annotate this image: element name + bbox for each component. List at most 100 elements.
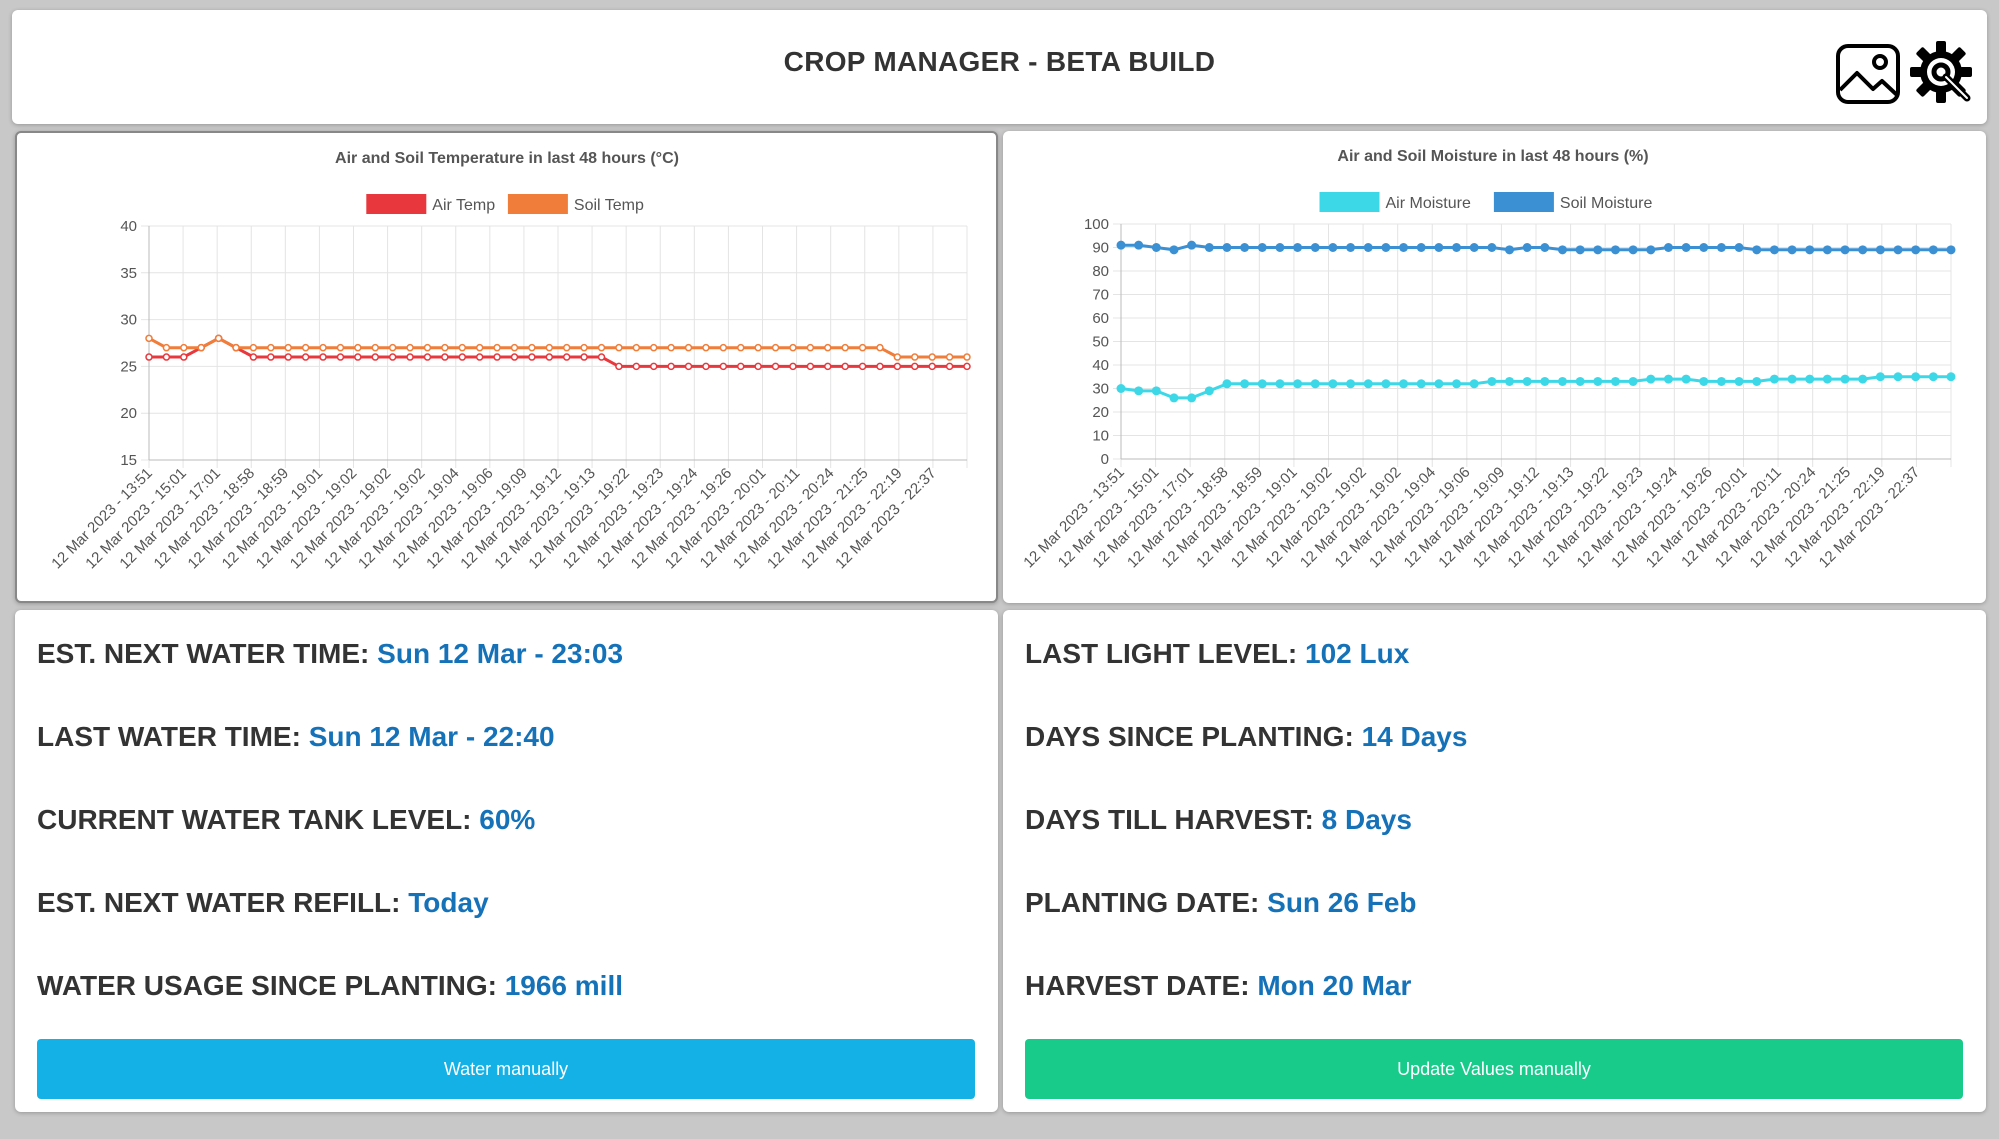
data-point[interactable] — [1222, 379, 1232, 389]
data-point[interactable] — [841, 362, 849, 371]
data-point[interactable] — [1610, 376, 1620, 386]
data-point[interactable] — [1328, 243, 1338, 252]
data-point[interactable] — [423, 353, 432, 361]
data-point[interactable] — [1681, 243, 1691, 252]
data-point[interactable] — [1858, 374, 1868, 384]
data-point[interactable] — [928, 353, 936, 361]
data-point[interactable] — [858, 362, 867, 371]
data-point[interactable] — [1769, 374, 1779, 384]
data-point[interactable] — [1646, 245, 1656, 255]
data-point[interactable] — [145, 334, 153, 343]
data-point[interactable] — [1699, 243, 1709, 252]
data-point[interactable] — [824, 343, 832, 352]
data-point[interactable] — [1875, 245, 1885, 255]
data-point[interactable] — [876, 343, 884, 352]
data-point[interactable] — [162, 343, 171, 352]
data-point[interactable] — [423, 343, 432, 352]
legend-swatch-moisture-0[interactable] — [1319, 192, 1380, 212]
data-point[interactable] — [249, 353, 258, 361]
data-point[interactable] — [284, 353, 292, 361]
data-point[interactable] — [1911, 372, 1921, 382]
data-point[interactable] — [876, 362, 884, 371]
data-point[interactable] — [1946, 372, 1956, 382]
legend-label-temp-1[interactable]: Soil Temp — [574, 197, 644, 214]
data-point[interactable] — [1310, 379, 1320, 389]
data-point[interactable] — [267, 353, 275, 361]
data-point[interactable] — [441, 353, 449, 361]
data-point[interactable] — [1310, 243, 1320, 252]
data-point[interactable] — [806, 362, 815, 371]
data-point[interactable] — [1363, 243, 1373, 252]
data-point[interactable] — [1928, 372, 1938, 382]
data-point[interactable] — [789, 343, 797, 352]
data-point[interactable] — [267, 343, 275, 352]
data-point[interactable] — [702, 343, 710, 352]
data-point[interactable] — [615, 343, 623, 352]
data-point[interactable] — [1469, 379, 1479, 389]
data-point[interactable] — [1875, 372, 1885, 382]
legend-label-moisture-1[interactable]: Soil Moisture — [1560, 195, 1653, 212]
data-point[interactable] — [1646, 374, 1656, 384]
data-point[interactable] — [1557, 376, 1567, 386]
data-point[interactable] — [1381, 379, 1391, 389]
data-point[interactable] — [754, 343, 762, 352]
data-point[interactable] — [1187, 393, 1197, 403]
data-point[interactable] — [1593, 376, 1603, 386]
legend-swatch-temp-0[interactable] — [366, 194, 427, 214]
data-point[interactable] — [1911, 245, 1921, 255]
data-point[interactable] — [1769, 245, 1779, 255]
data-point[interactable] — [1663, 243, 1673, 252]
data-point[interactable] — [1399, 243, 1409, 252]
data-point[interactable] — [214, 334, 223, 343]
data-point[interactable] — [1293, 379, 1303, 389]
data-point[interactable] — [249, 343, 258, 352]
data-point[interactable] — [475, 343, 484, 352]
data-point[interactable] — [562, 343, 571, 352]
data-point[interactable] — [1169, 245, 1179, 255]
data-point[interactable] — [493, 353, 501, 361]
data-point[interactable] — [406, 343, 414, 352]
data-point[interactable] — [615, 362, 623, 371]
data-point[interactable] — [319, 343, 327, 352]
data-point[interactable] — [406, 353, 414, 361]
data-point[interactable] — [1381, 243, 1391, 252]
data-point[interactable] — [1557, 245, 1567, 255]
data-point[interactable] — [562, 353, 571, 361]
data-point[interactable] — [336, 353, 345, 361]
data-point[interactable] — [1240, 379, 1250, 389]
data-point[interactable] — [1116, 240, 1126, 250]
data-point[interactable] — [1734, 376, 1744, 386]
data-point[interactable] — [162, 353, 171, 361]
data-point[interactable] — [580, 343, 588, 352]
data-point[interactable] — [1840, 245, 1850, 255]
data-point[interactable] — [1452, 379, 1462, 389]
data-point[interactable] — [684, 362, 693, 371]
data-point[interactable] — [736, 362, 745, 371]
data-point[interactable] — [667, 362, 675, 371]
data-point[interactable] — [1505, 376, 1515, 386]
data-point[interactable] — [1328, 379, 1338, 389]
data-point[interactable] — [632, 362, 641, 371]
data-point[interactable] — [145, 353, 153, 361]
data-point[interactable] — [1805, 245, 1815, 255]
data-point[interactable] — [649, 362, 658, 371]
data-point[interactable] — [1610, 245, 1620, 255]
data-point[interactable] — [528, 343, 536, 352]
data-point[interactable] — [1487, 376, 1497, 386]
data-point[interactable] — [1593, 245, 1603, 255]
data-point[interactable] — [1840, 374, 1850, 384]
data-point[interactable] — [371, 343, 380, 352]
data-point[interactable] — [1893, 372, 1903, 382]
data-point[interactable] — [510, 353, 519, 361]
data-point[interactable] — [1151, 386, 1161, 396]
data-point[interactable] — [545, 343, 554, 352]
data-point[interactable] — [580, 353, 588, 361]
data-point[interactable] — [301, 343, 310, 352]
data-point[interactable] — [806, 343, 815, 352]
data-point[interactable] — [301, 353, 310, 361]
data-point[interactable] — [1716, 376, 1726, 386]
data-point[interactable] — [597, 353, 606, 361]
data-point[interactable] — [1257, 379, 1267, 389]
data-point[interactable] — [1204, 386, 1214, 396]
data-point[interactable] — [475, 353, 484, 361]
